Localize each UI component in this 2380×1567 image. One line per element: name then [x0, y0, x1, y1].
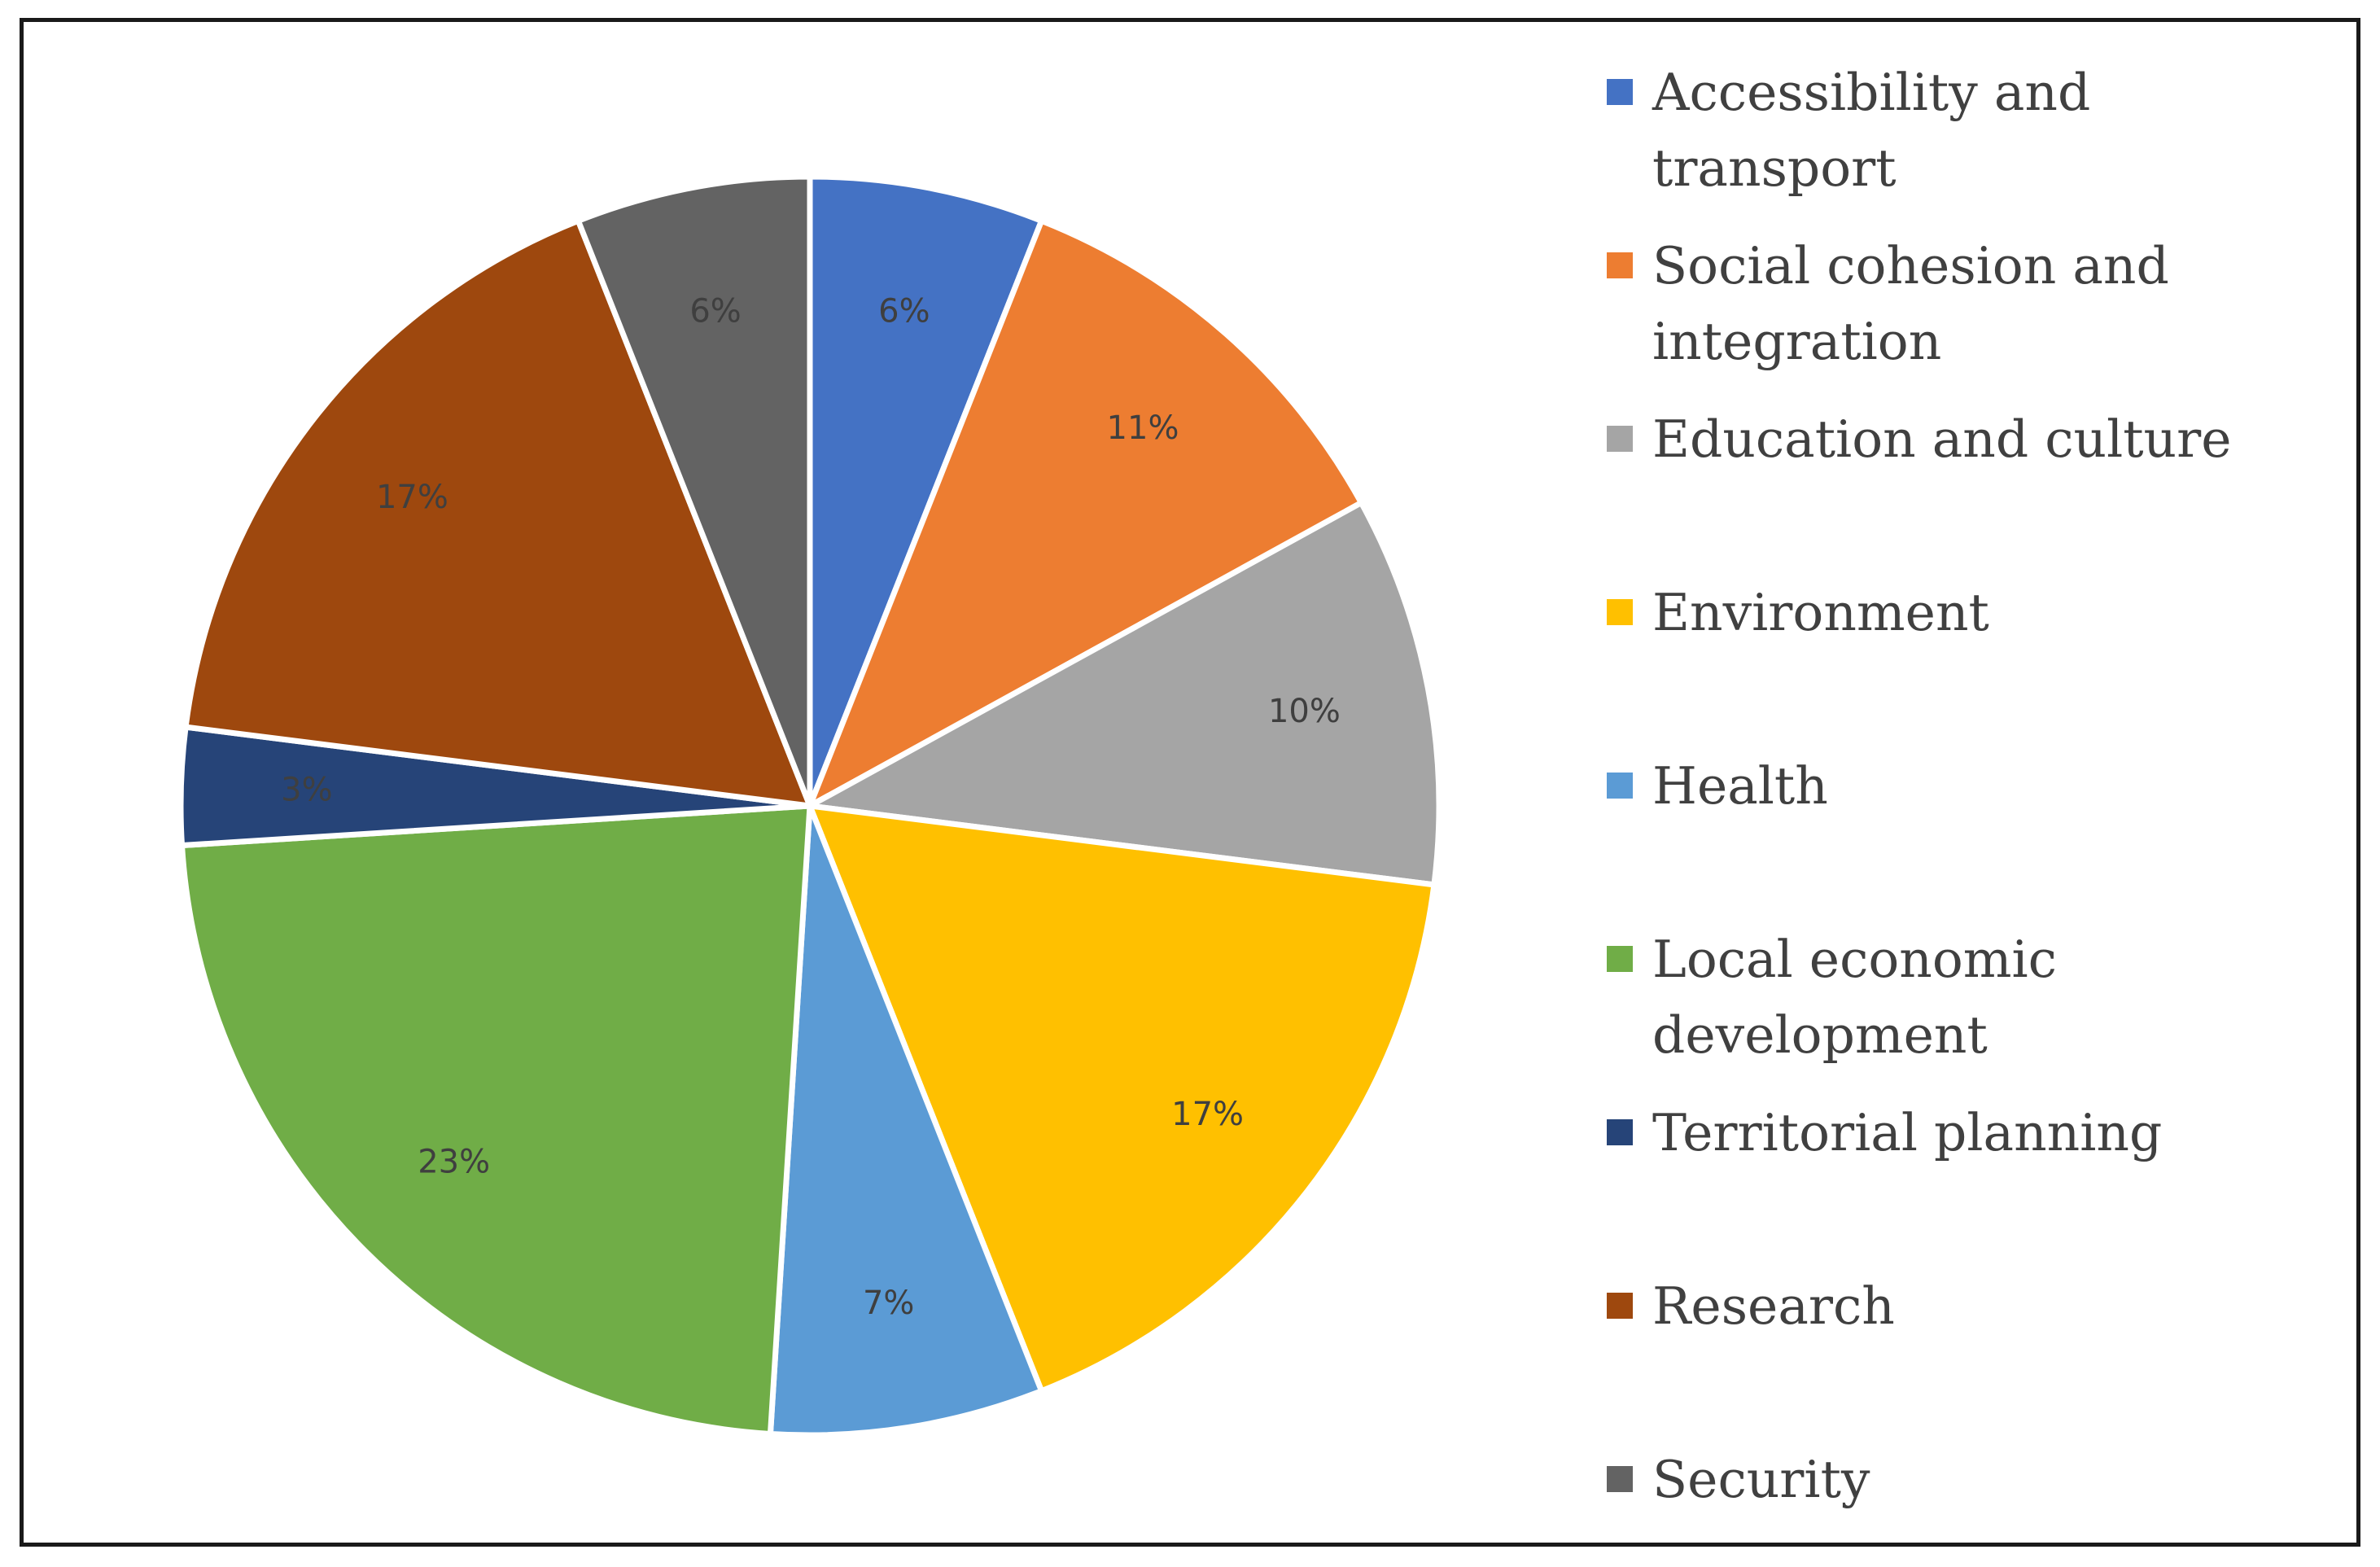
data-label-research: 17%: [376, 479, 448, 516]
legend-item-local-economic-development: Local economic development: [1607, 921, 2320, 1073]
legend-label: Research: [1652, 1276, 1895, 1336]
legend-swatch: [1607, 773, 1633, 799]
legend-label: Environment: [1652, 583, 1989, 642]
legend-item-territorial-planning: Territorial planning: [1607, 1095, 2320, 1171]
legend: Accessibility and transport Social cohesi…: [1607, 55, 2356, 1552]
data-label-social-cohesion-and-integration: 11%: [1107, 409, 1179, 447]
legend-label: Education and culture: [1652, 409, 2232, 469]
pie-labels: 6% 11% 10% 17% 7% 23% 3% 17% 6%: [281, 293, 1341, 1322]
data-label-accessibility-and-transport: 6%: [878, 293, 930, 330]
pie-slices: [177, 173, 1442, 1438]
data-label-security: 6%: [689, 293, 741, 330]
data-label-health: 7%: [863, 1285, 914, 1322]
legend-item-accessibility-and-transport: Accessibility and transport: [1607, 55, 2320, 206]
pie-slice-social-cohesion-and-integration: [807, 217, 1364, 809]
legend-label: Social cohesion and integration: [1652, 236, 2169, 371]
legend-swatch: [1607, 1119, 1633, 1145]
pie-slice-local-economic-development: [179, 803, 813, 1437]
legend-swatch: [1607, 252, 1633, 278]
legend-swatch: [1607, 426, 1633, 452]
legend-item-research: Research: [1607, 1268, 2320, 1344]
legend-swatch: [1607, 946, 1633, 972]
legend-item-education-and-culture: Education and culture: [1607, 401, 2320, 477]
legend-item-environment: Environment: [1607, 575, 2320, 650]
pie-slice-environment: [807, 803, 1437, 1394]
pie-slice-security: [575, 173, 813, 809]
legend-label: Territorial planning: [1652, 1103, 2163, 1162]
pie-chart: 6% 11% 10% 17% 7% 23% 3% 17% 6%: [177, 173, 1442, 1438]
legend-label: Security: [1652, 1450, 1870, 1509]
legend-swatch: [1607, 1293, 1633, 1319]
pie-slice-health: [767, 803, 1045, 1438]
legend-label: Accessibility and transport: [1652, 63, 2091, 198]
legend-label: Local economic development: [1652, 930, 2057, 1065]
pie-slice-research: [182, 217, 813, 809]
data-label-local-economic-development: 23%: [418, 1143, 490, 1180]
pie-slice-education-and-culture: [807, 500, 1442, 888]
legend-label: Health: [1652, 756, 1828, 816]
data-label-environment: 17%: [1171, 1096, 1244, 1133]
legend-swatch: [1607, 79, 1633, 105]
data-label-territorial-planning: 3%: [281, 772, 332, 809]
legend-swatch: [1607, 1466, 1633, 1492]
chart-frame: 6% 11% 10% 17% 7% 23% 3% 17% 6% Accessibility an…: [20, 18, 2360, 1547]
legend-swatch: [1607, 599, 1633, 625]
legend-item-health: Health: [1607, 748, 2320, 824]
legend-item-social-cohesion-and-integration: Social cohesion and integration: [1607, 228, 2320, 379]
pie-slice-accessibility-and-transport: [807, 173, 1045, 809]
data-label-education-and-culture: 10%: [1268, 693, 1341, 730]
legend-item-security: Security: [1607, 1442, 2320, 1517]
